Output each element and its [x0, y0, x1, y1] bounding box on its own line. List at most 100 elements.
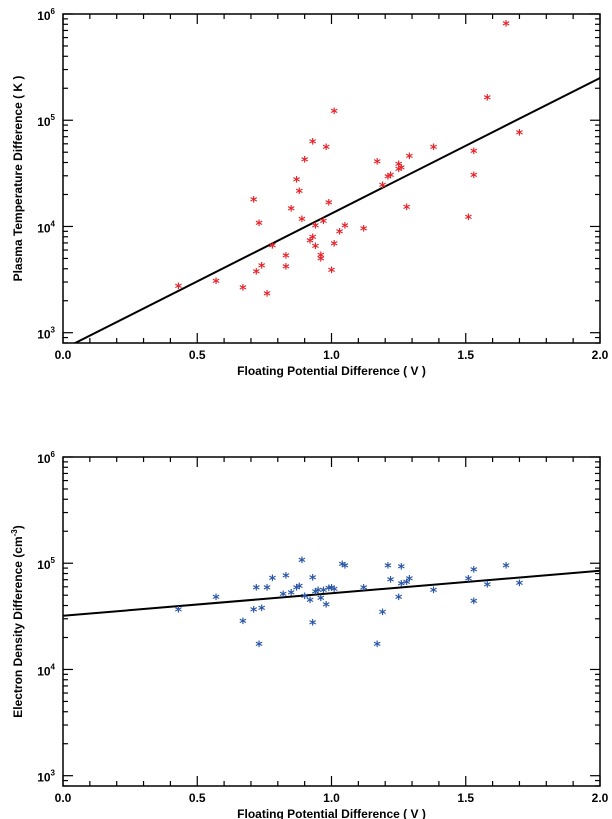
temperature-y-tick-label: 104 — [37, 219, 55, 235]
density-data-point: * — [320, 585, 328, 601]
density-data-point: * — [403, 577, 411, 593]
temperature-data-point: * — [398, 163, 406, 179]
density-data-point: * — [312, 587, 320, 603]
density-data-point: * — [250, 604, 258, 620]
density-y-tick-label: 103 — [37, 769, 55, 785]
density-data-point: * — [282, 571, 290, 587]
density-data-point: * — [328, 582, 336, 598]
density-data-point: * — [293, 582, 301, 598]
temperature-data-point: * — [263, 288, 271, 304]
temperature-data-point: * — [325, 197, 333, 213]
density-data-point: * — [255, 639, 263, 655]
temperature-data-point: * — [395, 164, 403, 180]
temperature-plot-frame — [62, 13, 601, 344]
density-data-point: * — [395, 592, 403, 608]
temperature-ticks-layer — [62, 13, 601, 344]
density-data-point: * — [288, 587, 296, 603]
temperature-data-point: * — [331, 238, 339, 254]
density-fit-layer — [63, 569, 600, 617]
temperature-data-point: * — [306, 236, 314, 252]
density-data-point: * — [465, 574, 473, 590]
temperature-data-point: * — [465, 212, 473, 228]
temperature-data-point: * — [360, 223, 368, 239]
density-ticks-layer — [62, 456, 601, 787]
temperature-x-tick-label: 0.5 — [189, 348, 206, 362]
temperature-data-point: * — [502, 18, 510, 34]
temperature-data-point: * — [328, 265, 336, 281]
density-data-point: * — [253, 582, 261, 598]
density-plot-frame — [62, 456, 601, 787]
density-y-axis-title-exponent: -3 — [10, 529, 19, 537]
density-data-point: * — [258, 603, 266, 619]
temperature-data-point: * — [373, 157, 381, 173]
temperature-data-point: * — [293, 175, 301, 191]
density-data-point: * — [298, 555, 306, 571]
density-data-point: * — [398, 579, 406, 595]
temperature-data-point: * — [288, 203, 296, 219]
temperature-x-tick-label: 0.0 — [55, 348, 72, 362]
density-data-point: * — [502, 561, 510, 577]
temperature-data-point: * — [282, 262, 290, 278]
temperature-data-point: * — [301, 154, 309, 170]
temperature-data-point: * — [403, 202, 411, 218]
temperature-fit-line — [72, 77, 600, 343]
temperature-data-point: * — [322, 142, 330, 158]
density-data-point: * — [406, 574, 414, 590]
temperature-data-point: * — [516, 128, 524, 144]
density-data-point: * — [301, 591, 309, 607]
density-y-tick-label: 105 — [37, 556, 55, 572]
density-data-point: * — [398, 562, 406, 578]
temperature-data-point: * — [309, 136, 317, 152]
density-points-layer: ****************************************… — [175, 555, 524, 655]
density-data-point: * — [341, 561, 349, 577]
temperature-data-point: * — [282, 251, 290, 267]
density-data-point: * — [470, 596, 478, 612]
temperature-data-point: * — [317, 253, 325, 269]
density-data-point: * — [322, 600, 330, 616]
temperature-x-tick-label: 1.5 — [457, 348, 474, 362]
density-data-point: * — [331, 584, 339, 600]
temperature-points-layer: * * ***************************** ***** ****… — [175, 18, 524, 304]
temperature-data-point: * — [239, 283, 247, 299]
temperature-y-tick-label: 105 — [37, 113, 55, 129]
density-data-point: * — [175, 604, 183, 620]
temperature-data-point: * — [484, 93, 492, 109]
temperature-data-point: * — [395, 159, 403, 175]
temperature-data-point: * — [253, 266, 261, 282]
temperature-data-point: * — [430, 142, 438, 158]
density-fit-line — [63, 569, 600, 617]
temperature-plot: * * ***************************** ***** ****… — [11, 7, 609, 378]
density-x-tick-label: 1.5 — [457, 791, 474, 805]
density-y-axis-title: Electron Density Difference (cm-3) — [10, 525, 25, 718]
temperature-data-point: * — [387, 170, 395, 186]
density-data-point: * — [379, 607, 387, 623]
temperature-data-point: * — [320, 216, 328, 232]
temperature-data-point: * — [309, 232, 317, 248]
temperature-data-point: * — [258, 260, 266, 276]
temperature-data-point: * — [341, 220, 349, 236]
temperature-y-tick-label: 103 — [37, 326, 55, 342]
density-x-tick-label: 0.5 — [189, 791, 206, 805]
density-data-point: * — [387, 574, 395, 590]
temperature-data-point: * — [470, 146, 478, 162]
density-x-tick-label: 2.0 — [592, 791, 609, 805]
density-data-point: * — [239, 616, 247, 632]
temperature-data-point: * — [296, 186, 304, 202]
temperature-data-point: * — [312, 220, 320, 236]
density-data-point: * — [280, 589, 288, 605]
density-data-point: * — [516, 578, 524, 594]
density-data-point: * — [269, 573, 277, 589]
density-y-tick-label: 106 — [37, 450, 55, 466]
density-data-point: * — [309, 572, 317, 588]
temperature-data-point: * — [212, 276, 220, 292]
temperature-data-point: * — [384, 171, 392, 187]
temperature-data-point: * — [312, 241, 320, 257]
temperature-data-point: * — [317, 250, 325, 266]
temperature-data-point: * — [269, 240, 277, 256]
density-x-axis-title: Floating Potential Difference ( V ) — [237, 807, 426, 819]
density-plot: ****************************************… — [10, 450, 609, 819]
density-data-point: * — [470, 565, 478, 581]
temperature-x-tick-label: 2.0 — [592, 348, 609, 362]
density-data-point: * — [339, 559, 347, 575]
